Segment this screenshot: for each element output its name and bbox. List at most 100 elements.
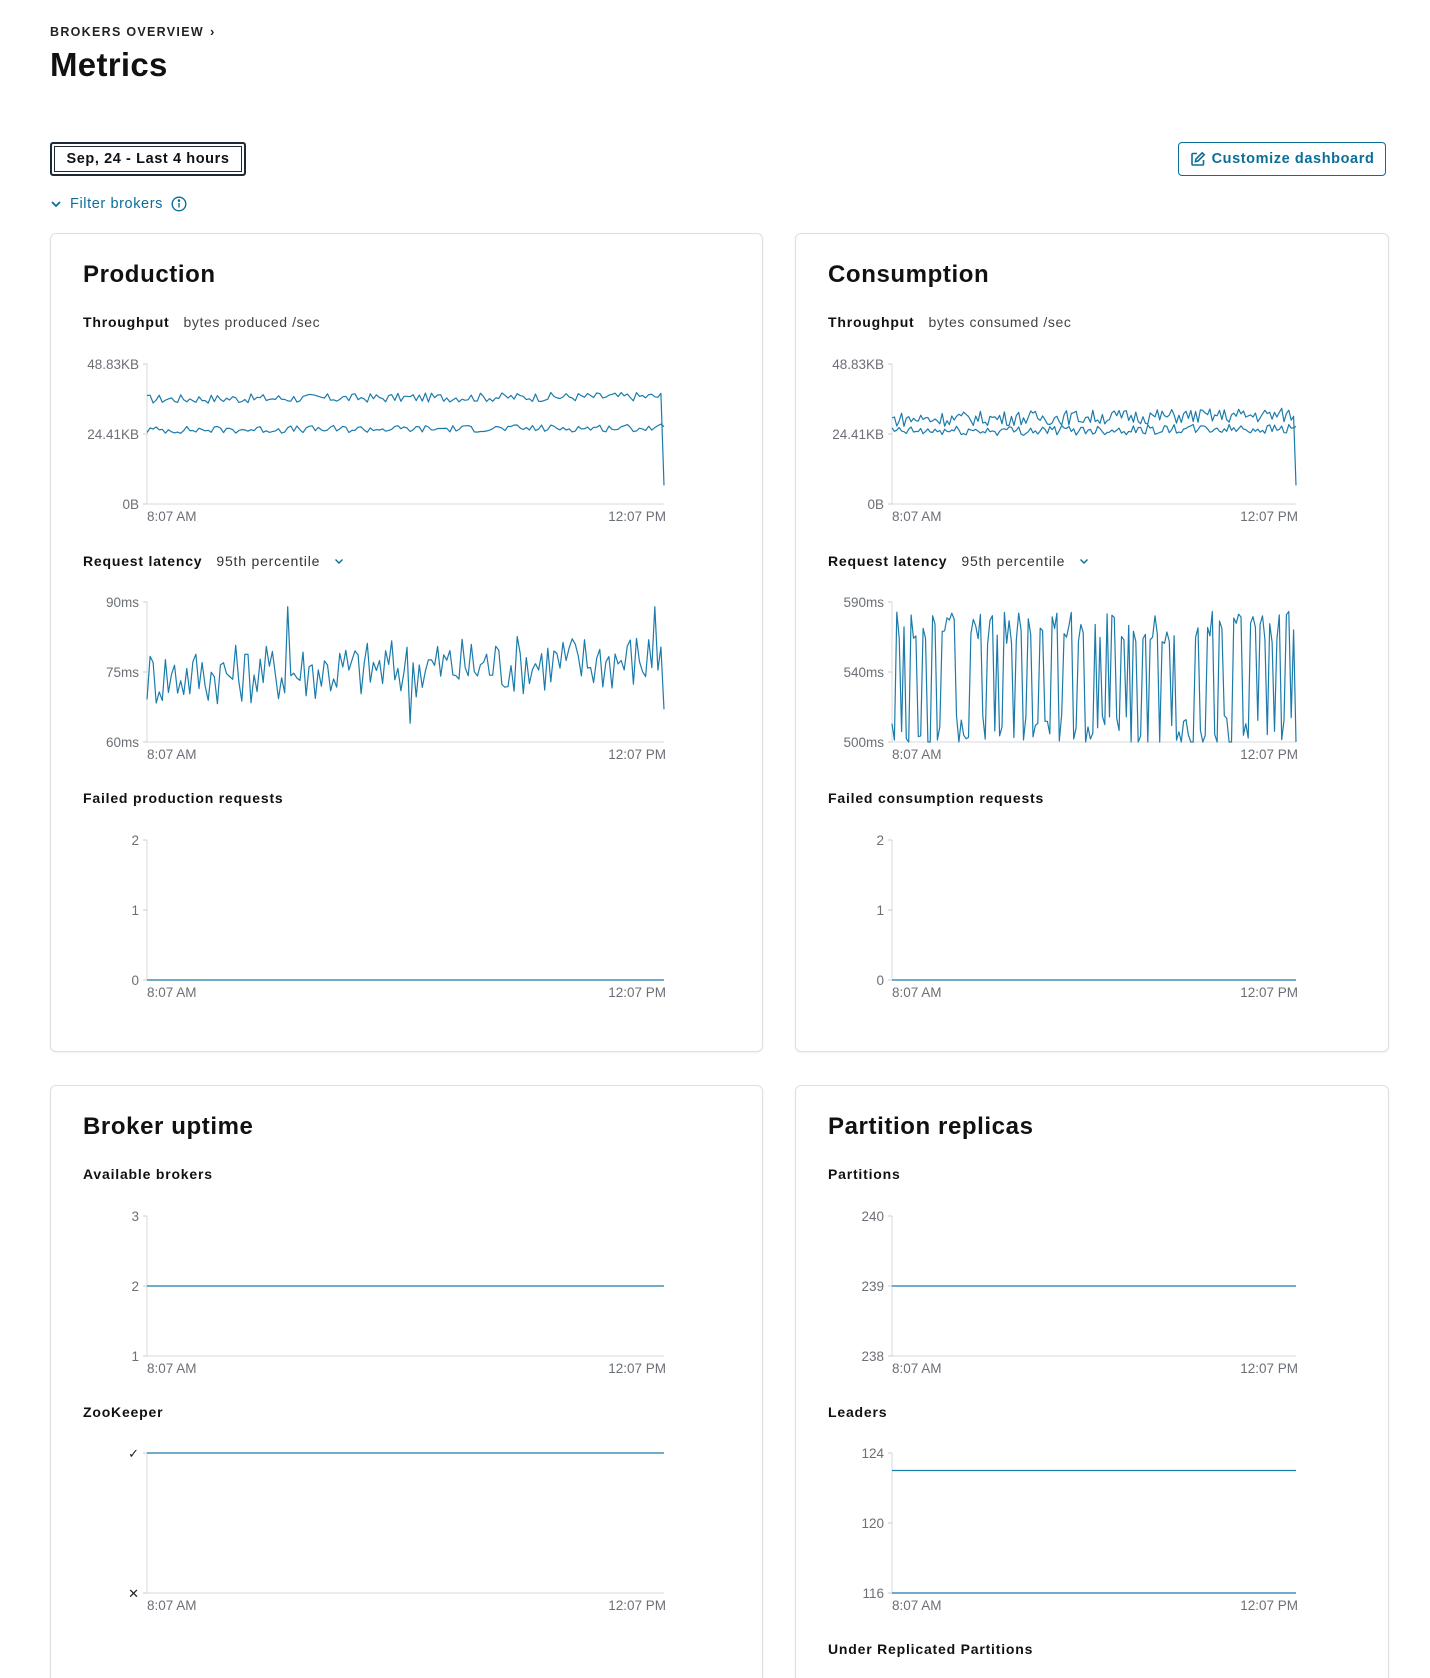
y-tick-label: 60ms [106,735,139,750]
x-tick-label: 12:07 PM [1240,747,1298,762]
x-tick-label: 12:07 PM [608,1598,666,1613]
percentile-value: 95th percentile [961,553,1066,569]
card-title: Broker uptime [83,1113,254,1140]
production-card: Production Throughput bytes produced /se… [50,233,763,1052]
consumption-throughput-chart: 48.83KB 24.41KB 0B 8:07 AM 12:07 PM [832,357,1298,524]
y-tick-label: 90ms [106,595,139,610]
throughput-label: Throughput bytes consumed /sec [828,314,1071,330]
y-tick-label: 239 [861,1279,884,1294]
filter-brokers-toggle[interactable]: Filter brokers [50,196,187,212]
series-line [146,423,665,434]
throughput-unit: bytes consumed /sec [928,314,1072,330]
chevron-down-icon [1080,559,1089,564]
y-tick-label: 1 [131,903,139,918]
date-range-button[interactable]: Sep, 24 - Last 4 hours [50,142,246,176]
card-title: Production [83,261,216,288]
y-tick-label: 124 [861,1446,884,1461]
x-tick-label: 8:07 AM [892,1361,942,1376]
page-title: Metrics [50,46,168,83]
x-tick-label: 12:07 PM [608,509,666,524]
chevron-down-icon [335,559,344,564]
x-tick-label: 8:07 AM [892,509,942,524]
consumption-card: Consumption Throughput bytes consumed /s… [795,233,1389,1052]
x-tick-label: 8:07 AM [147,985,197,1000]
customize-dashboard-button[interactable]: Customize dashboard [1178,142,1386,176]
y-tick-label: 48.83KB [832,357,884,372]
y-tick-label: 1 [131,1349,139,1364]
x-tick-label: 12:07 PM [608,985,666,1000]
consumption-failed-chart: 2 1 0 8:07 AM 12:07 PM [876,833,1298,1000]
production-failed-chart: 2 1 0 8:07 AM 12:07 PM [131,833,666,1000]
y-tick-label: 116 [862,1586,884,1601]
info-icon[interactable] [171,196,187,212]
percentile-value: 95th percentile [216,553,321,569]
series-line [891,423,1297,437]
y-tick-label: 2 [131,1279,139,1294]
throughput-title: Throughput [828,314,915,330]
partitions-chart: 240 239 238 8:07 AM 12:07 PM [861,1209,1298,1376]
percentile-dropdown[interactable]: 95th percentile [961,553,1089,569]
y-tick-label: 238 [861,1349,884,1364]
throughput-unit: bytes produced /sec [183,314,321,330]
y-tick-label: 2 [131,833,139,848]
latency-title: Request latency [83,553,203,569]
series-line [146,606,665,724]
y-tick-label: 0 [131,973,139,988]
latency-label: Request latency 95th percentile [828,553,1089,569]
customize-dashboard-label: Customize dashboard [1211,151,1375,167]
throughput-label: Throughput bytes produced /sec [83,314,320,330]
latency-title: Request latency [828,553,948,569]
available-brokers-label: Available brokers [83,1166,213,1182]
available-brokers-chart: 3 2 1 8:07 AM 12:07 PM [131,1209,666,1376]
x-tick-label: 8:07 AM [147,1598,197,1613]
x-tick-label: 12:07 PM [608,747,666,762]
x-tick-label: 8:07 AM [147,1361,197,1376]
y-tick-label: 24.41KB [87,427,139,442]
y-tick-label: 0 [876,973,884,988]
x-tick-label: 12:07 PM [1240,985,1298,1000]
throughput-title: Throughput [83,314,170,330]
consumption-latency-chart: 590ms 540ms 500ms 8:07 AM 12:07 PM [843,595,1298,762]
series-line [146,391,665,486]
y-tick-label: 540ms [843,665,884,680]
x-tick-label: 12:07 PM [1240,1361,1298,1376]
x-tick-label: 12:07 PM [1240,1598,1298,1613]
y-tick-label: 48.83KB [87,357,139,372]
x-tick-label: 12:07 PM [608,1361,666,1376]
y-tick-label: ✓ [128,1446,139,1461]
y-tick-label: 120 [861,1516,884,1531]
breadcrumb[interactable]: BROKERS OVERVIEW › [50,24,216,39]
y-tick-label: ✕ [128,1586,139,1601]
y-tick-label: 75ms [106,665,139,680]
card-title: Consumption [828,261,990,288]
chevron-down-icon [51,201,61,208]
y-tick-label: 240 [861,1209,884,1224]
y-tick-label: 2 [876,833,884,848]
x-tick-label: 8:07 AM [147,747,197,762]
failed-label: Failed consumption requests [828,790,1045,806]
zookeeper-label: ZooKeeper [83,1404,164,1420]
y-tick-label: 0B [122,497,139,512]
latency-label: Request latency 95th percentile [83,553,344,569]
series-line [891,407,1297,486]
under-replicated-label: Under Replicated Partitions [828,1641,1034,1657]
chevron-right-icon: › [209,24,216,39]
leaders-label: Leaders [828,1404,888,1420]
y-tick-label: 3 [131,1209,139,1224]
production-latency-chart: 90ms 75ms 60ms 8:07 AM 12:07 PM [106,595,666,762]
breadcrumb-label[interactable]: BROKERS OVERVIEW [50,24,204,39]
x-tick-label: 8:07 AM [892,1598,942,1613]
y-tick-label: 500ms [843,735,884,750]
partition-replicas-card: Partition replicas Partitions 240 239 238 8… [795,1085,1389,1678]
filter-brokers-label: Filter brokers [70,196,163,212]
failed-label: Failed production requests [83,790,284,806]
percentile-dropdown[interactable]: 95th percentile [216,553,344,569]
production-throughput-chart: 48.83KB 24.41KB 0B 8:07 AM 12:07 PM [87,357,666,524]
series-line [891,610,1297,743]
card-title: Partition replicas [828,1113,1034,1140]
edit-icon [1190,151,1205,166]
zookeeper-chart: ✓ ✕ 8:07 AM 12:07 PM [128,1446,666,1613]
leaders-chart: 124 120 116 8:07 AM 12:07 PM [861,1446,1298,1613]
x-tick-label: 8:07 AM [892,747,942,762]
y-tick-label: 0B [867,497,884,512]
